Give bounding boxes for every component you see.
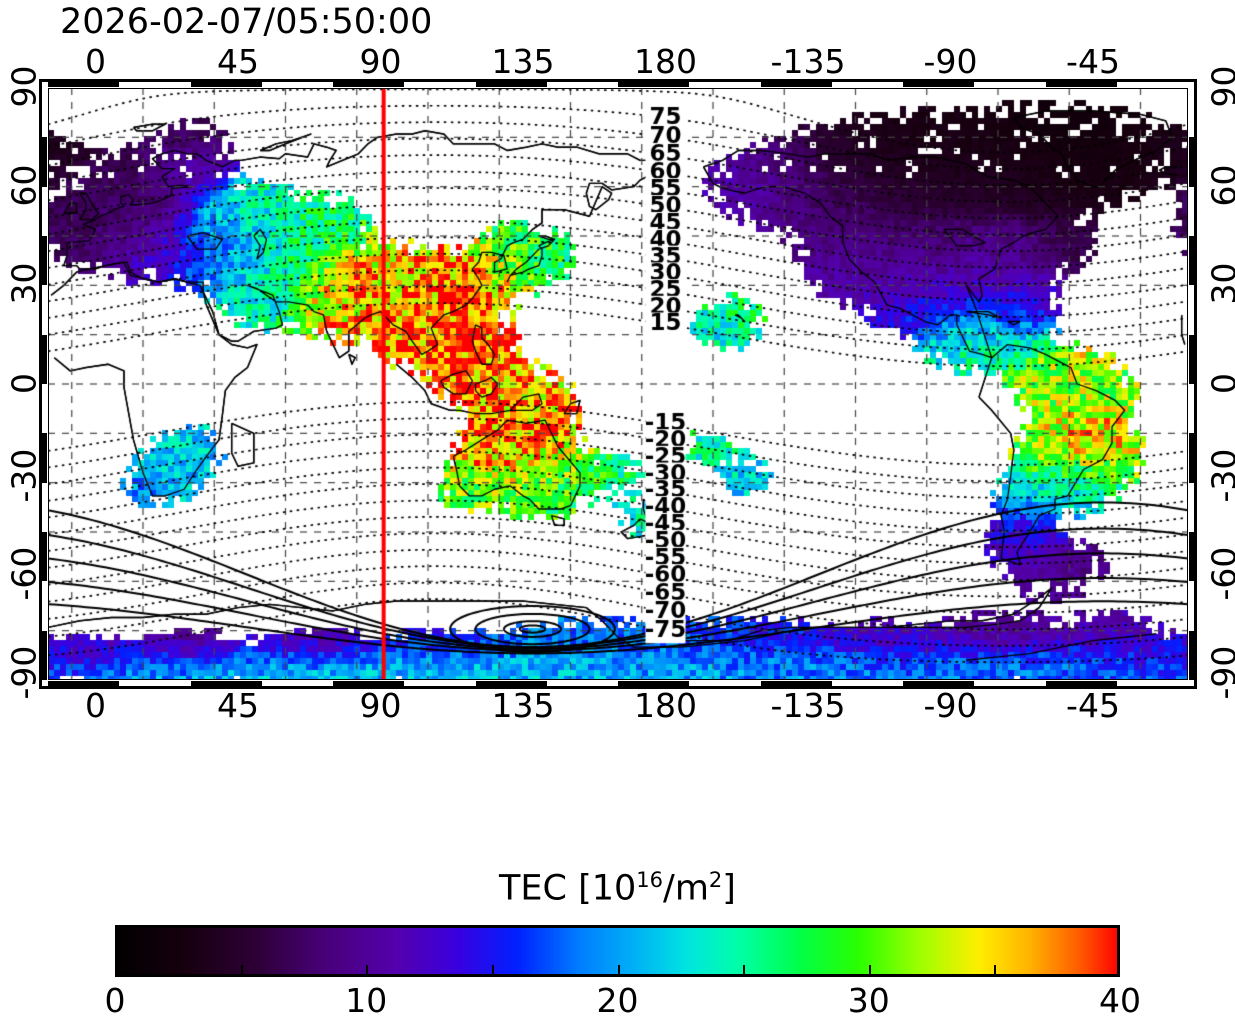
tick-band bbox=[40, 334, 47, 384]
tick-band bbox=[48, 80, 120, 87]
lat-tick-label: -60 bbox=[1204, 546, 1235, 601]
tick-band bbox=[903, 80, 975, 87]
tick-band bbox=[618, 681, 690, 688]
lon-tick-label: 45 bbox=[217, 42, 259, 81]
lon-tick-label: -90 bbox=[923, 42, 978, 81]
lat-tick-label: -30 bbox=[4, 448, 44, 503]
lon-tick-label: 135 bbox=[491, 42, 555, 81]
tick-band bbox=[1189, 236, 1196, 286]
lon-tick-label: -45 bbox=[1066, 42, 1120, 81]
tick-band bbox=[475, 80, 547, 87]
lon-tick-label: 0 bbox=[85, 42, 106, 81]
tick-band bbox=[1189, 532, 1196, 582]
lon-tick-label: 180 bbox=[634, 42, 697, 81]
lat-tick-label: 90 bbox=[4, 65, 44, 108]
colorbar-tick bbox=[743, 965, 746, 977]
tick-band bbox=[48, 681, 120, 688]
colorbar-exp-2: 2 bbox=[708, 868, 723, 892]
lon-tick-label: -135 bbox=[770, 42, 846, 81]
tick-band bbox=[40, 433, 47, 483]
lon-tick-label: -90 bbox=[923, 686, 978, 725]
lat-tick-label: -60 bbox=[4, 546, 44, 601]
map-canvas-area[interactable] bbox=[48, 88, 1188, 680]
colorbar[interactable]: 0 10 20 30 40 bbox=[105, 925, 1141, 1020]
colorbar-tick bbox=[868, 965, 871, 977]
tick-band bbox=[40, 630, 47, 680]
colorbar-title-close: ] bbox=[722, 868, 736, 909]
colorbar-tick bbox=[491, 965, 494, 977]
tick-band bbox=[190, 80, 262, 87]
lon-tick-label: 0 bbox=[85, 686, 106, 725]
lon-tick-label: 90 bbox=[359, 686, 402, 725]
colorbar-tick bbox=[617, 965, 620, 977]
colorbar-title: TEC [1016/m2] bbox=[0, 868, 1235, 909]
colorbar-title-main: TEC [10 bbox=[499, 868, 637, 909]
tick-band bbox=[618, 80, 690, 87]
tick-band bbox=[333, 80, 405, 87]
colorbar-label: 30 bbox=[847, 981, 890, 1020]
page-title: 2026-02-07/05:50:00 bbox=[60, 2, 433, 42]
colorbar-label: 10 bbox=[345, 981, 388, 1020]
lon-tick-label: -135 bbox=[770, 686, 846, 725]
colorbar-label: 20 bbox=[596, 981, 639, 1020]
tick-band bbox=[40, 137, 47, 187]
tick-band bbox=[1189, 433, 1196, 483]
lat-tick-label: -90 bbox=[1204, 645, 1235, 700]
colorbar-tick bbox=[240, 965, 243, 977]
tick-band bbox=[1189, 334, 1196, 384]
tick-band bbox=[1045, 80, 1117, 87]
lat-tick-label: 0 bbox=[1205, 364, 1235, 404]
lat-tick-label: 60 bbox=[1204, 164, 1235, 207]
tick-band bbox=[1045, 681, 1117, 688]
lon-tick-label: -45 bbox=[1066, 686, 1120, 725]
lat-tick-label: 0 bbox=[4, 373, 44, 394]
tick-band bbox=[40, 532, 47, 582]
tec-heatmap-canvas bbox=[48, 88, 1188, 680]
lat-tick-label: 90 bbox=[1204, 65, 1235, 108]
tick-band bbox=[903, 681, 975, 688]
lat-tick-label: 60 bbox=[4, 164, 44, 207]
colorbar-exp-16: 16 bbox=[636, 868, 664, 892]
lat-tick-label: -30 bbox=[1204, 448, 1235, 503]
tick-band bbox=[40, 236, 47, 286]
tick-band bbox=[475, 681, 547, 688]
lon-tick-label: 135 bbox=[491, 686, 555, 725]
lon-tick-label: 90 bbox=[359, 42, 402, 81]
tick-band bbox=[760, 681, 832, 688]
colorbar-tick bbox=[994, 965, 997, 977]
lon-tick-label: 45 bbox=[217, 686, 259, 725]
tick-band bbox=[1189, 137, 1196, 187]
tick-band bbox=[333, 681, 405, 688]
colorbar-title-tail: /m bbox=[663, 868, 709, 909]
tick-band bbox=[1189, 630, 1196, 680]
lon-tick-label: 180 bbox=[634, 686, 697, 725]
lat-tick-label: 30 bbox=[4, 262, 44, 305]
tick-band bbox=[760, 80, 832, 87]
tec-global-map[interactable] bbox=[39, 79, 1197, 689]
colorbar-tick bbox=[366, 965, 369, 977]
lat-tick-label: -90 bbox=[4, 645, 44, 700]
tick-band bbox=[190, 681, 262, 688]
lat-tick-label: 30 bbox=[1204, 262, 1235, 305]
colorbar-label: 0 bbox=[104, 981, 126, 1020]
colorbar-label: 40 bbox=[1099, 981, 1141, 1020]
